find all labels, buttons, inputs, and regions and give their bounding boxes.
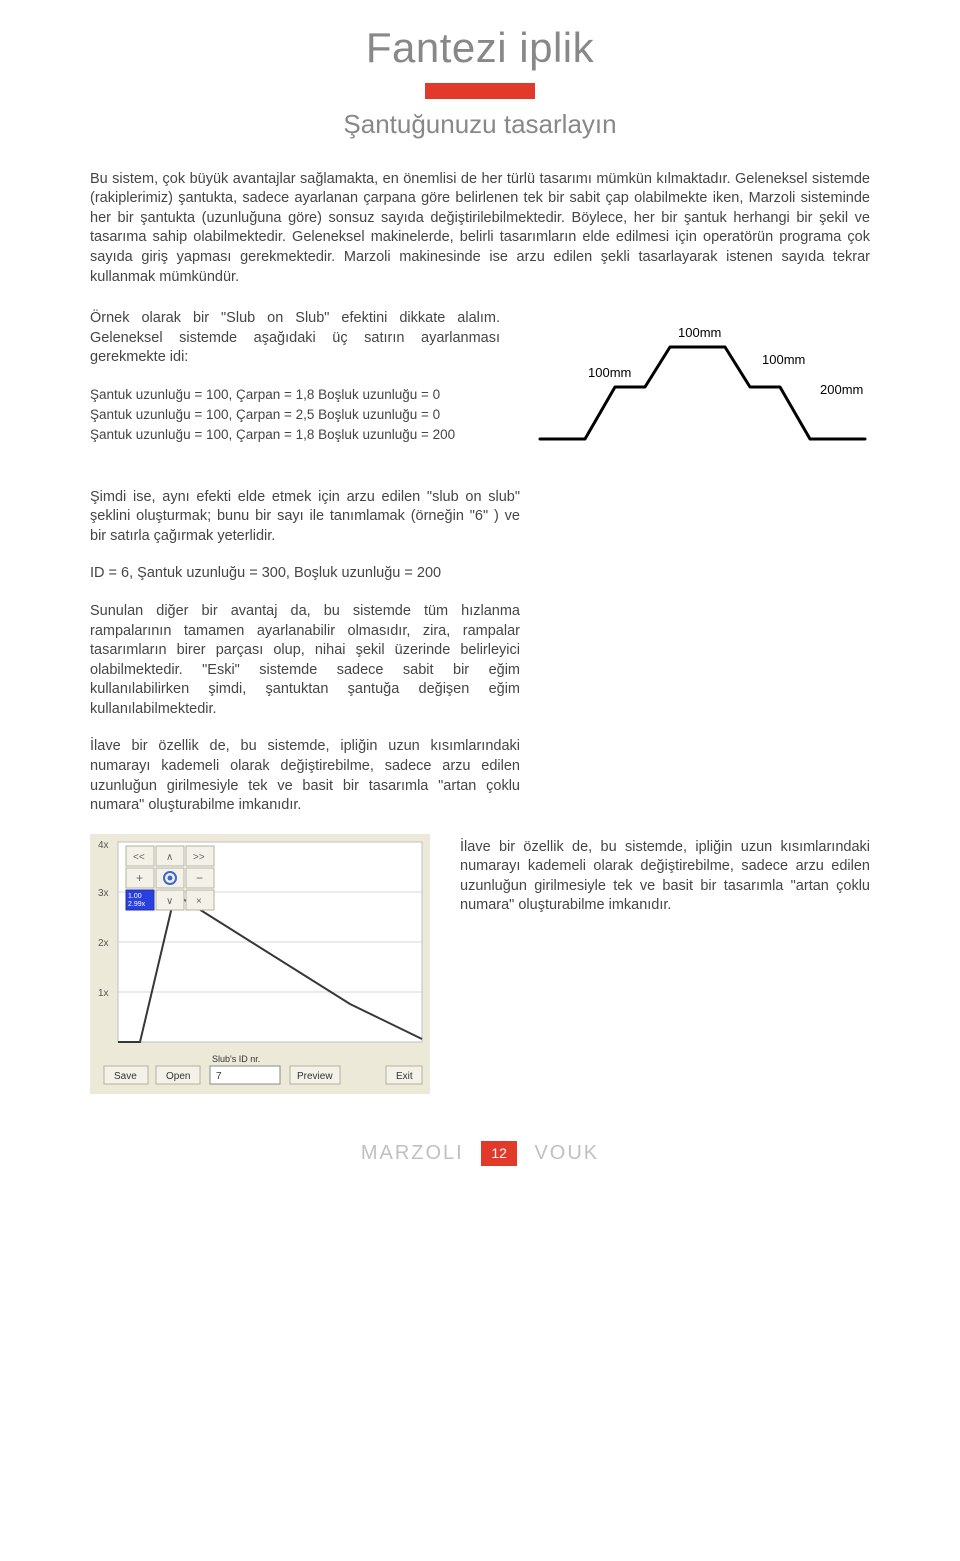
mid-paragraph-4: İlave bir özellik de, bu sistemde, ipliğ… [90, 737, 520, 815]
spec-line-1: Şantuk uzunluğu = 100, Çarpan = 1,8 Boşl… [90, 386, 500, 404]
gui-btn-next-label: >> [193, 852, 205, 863]
gui-btn-plus-label: + [136, 871, 143, 885]
gui-ytick: 4x [98, 840, 109, 851]
mid-paragraph-1: Şimdi ise, aynı efekti elde etmek için a… [90, 488, 520, 547]
diagram-label-100mm-left: 100mm [588, 365, 631, 380]
accent-bar [425, 83, 535, 99]
gui-center-dot [168, 875, 173, 880]
gui-value-a: 1.00 [128, 893, 142, 900]
gui-value-b: 2.99x [128, 901, 146, 908]
footer-page-number: 12 [481, 1141, 517, 1166]
footer-left: MARZOLI [361, 1142, 464, 1164]
gui-ytick: 3x [98, 888, 109, 899]
gui-control-pad: << ∧ >> + − 1.00 2.99x ∨ × [126, 846, 214, 910]
diagram-label-100mm-right: 100mm [762, 352, 805, 367]
page-title: Fantezi iplik [90, 20, 870, 77]
page-footer: MARZOLI 12 VOUK [90, 1140, 870, 1167]
spec-line-2: Şantuk uzunluğu = 100, Çarpan = 2,5 Boşl… [90, 406, 500, 424]
gui-btn-down-label: ∨ [166, 896, 173, 907]
page-subtitle: Şantuğunuzu tasarlayın [90, 107, 870, 142]
gui-slub-id-value: 7 [216, 1071, 222, 1082]
footer-right: VOUK [534, 1142, 599, 1164]
gui-btn-prev-label: << [133, 852, 145, 863]
gui-save-label: Save [114, 1071, 137, 1082]
gui-slub-id-label: Slub's ID nr. [212, 1054, 260, 1064]
gui-btn-minus-label: − [196, 871, 203, 885]
gui-btn-up-label: ∧ [166, 852, 173, 863]
mid-paragraph-3: Sunulan diğer bir avantaj da, bu sistemd… [90, 602, 520, 719]
gui-btn-x-label: × [196, 896, 202, 907]
gui-screenshot: 4x 3x 2x 1x << ∧ >> + − [90, 834, 430, 1094]
gui-ytick: 1x [98, 988, 109, 999]
gui-ytick: 2x [98, 938, 109, 949]
lower-paragraph: İlave bir özellik de, bu sistemde, ipliğ… [460, 838, 870, 916]
gui-open-label: Open [166, 1071, 190, 1082]
diagram-label-200mm: 200mm [820, 382, 863, 397]
diagram-label-100mm-top: 100mm [678, 325, 721, 340]
mid-paragraph-2: ID = 6, Şantuk uzunluğu = 300, Boşluk uz… [90, 564, 520, 584]
example-intro: Örnek olarak bir "Slub on Slub" efektini… [90, 309, 500, 368]
slub-profile-path [540, 347, 865, 439]
gui-exit-label: Exit [396, 1071, 413, 1082]
spec-line-3: Şantuk uzunluğu = 100, Çarpan = 1,8 Boşl… [90, 426, 500, 444]
intro-paragraph: Bu sistem, çok büyük avantajlar sağlamak… [90, 170, 870, 287]
slub-diagram: 100mm 100mm 100mm 200mm [530, 309, 870, 459]
gui-preview-label: Preview [297, 1071, 333, 1082]
